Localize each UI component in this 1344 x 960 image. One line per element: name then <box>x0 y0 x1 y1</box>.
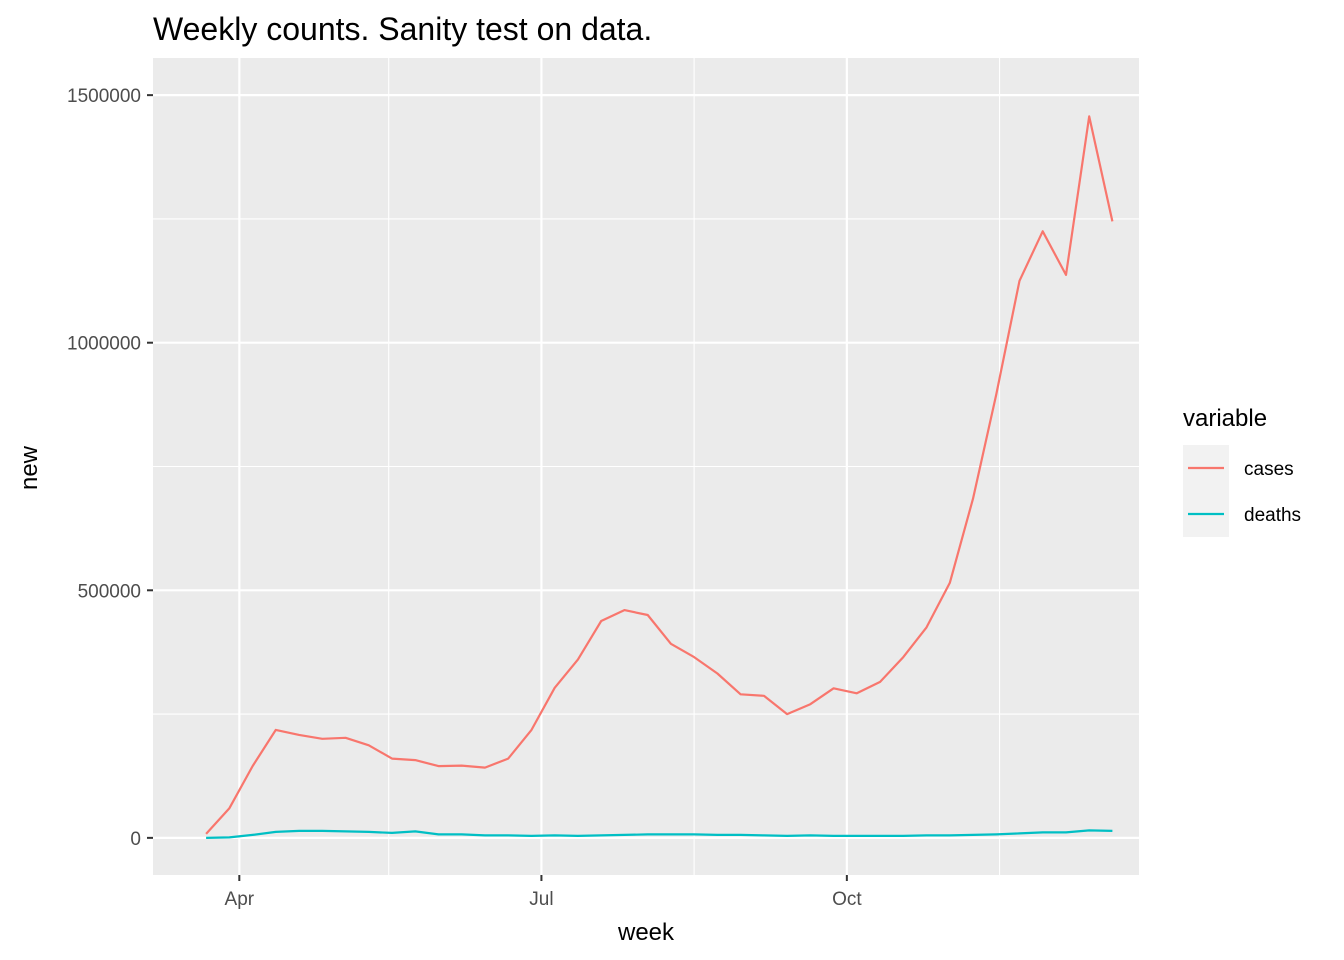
series-lines <box>205 115 1114 839</box>
legend: variable cases deaths <box>1183 405 1301 537</box>
x-tick-label: Oct <box>832 889 862 910</box>
y-tick-label: 0 <box>130 829 141 850</box>
x-axis: Apr Jul Oct <box>225 875 862 910</box>
major-gridlines <box>153 58 1139 875</box>
legend-label-cases: cases <box>1244 459 1294 480</box>
series-line-deaths <box>206 829 1113 839</box>
y-tick-label: 500000 <box>78 581 141 602</box>
x-tick-label: Jul <box>529 889 553 910</box>
legend-title: variable <box>1183 405 1267 432</box>
y-axis: 0 500000 1000000 1500000 <box>67 86 153 850</box>
y-axis-title: new <box>16 445 43 490</box>
chart-title: Weekly counts. Sanity test on data. <box>153 11 652 47</box>
x-axis-title: week <box>617 919 675 946</box>
y-tick-label: 1500000 <box>67 86 141 107</box>
minor-gridlines <box>153 58 1139 875</box>
legend-label-deaths: deaths <box>1244 505 1301 526</box>
y-tick-label: 1000000 <box>67 334 141 355</box>
series-line-cases <box>205 115 1114 835</box>
x-tick-label: Apr <box>225 889 255 910</box>
